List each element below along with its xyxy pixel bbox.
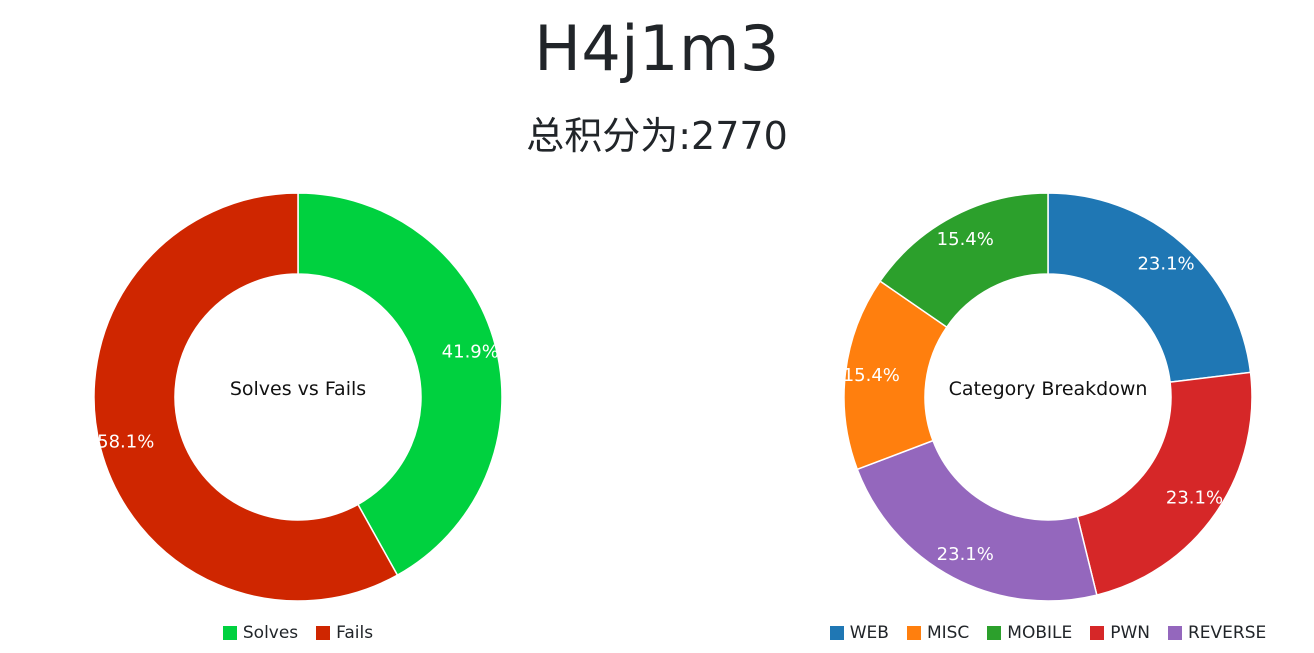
- slice-fails[interactable]: [93, 192, 399, 602]
- legend-item-reverse[interactable]: REVERSE: [1168, 622, 1266, 644]
- legend-swatch-web: [829, 626, 844, 640]
- slice-label-solves: 41.9%: [442, 342, 499, 363]
- solves-vs-fails-donut: 41.9% 58.1% Solves vs Fails: [93, 192, 503, 602]
- legend-item-web[interactable]: WEB: [829, 622, 889, 644]
- category-breakdown-legend: WEB MISC MOBILE PWN REVERSE: [798, 622, 1298, 644]
- solves-vs-fails-chart: 41.9% 58.1% Solves vs Fails Solves Fails: [68, 185, 528, 653]
- total-score: 总积分为:2770: [526, 114, 788, 158]
- legend-label-misc: MISC: [926, 623, 970, 643]
- page-title: H4j1m3: [534, 12, 780, 85]
- legend-item-solves[interactable]: Solves: [222, 622, 299, 644]
- slice-label-reverse: 23.1%: [937, 544, 994, 565]
- slice-mobile[interactable]: [879, 192, 1049, 329]
- legend-label-reverse: REVERSE: [1188, 623, 1267, 643]
- slice-solves[interactable]: [297, 192, 503, 577]
- slice-label-mobile: 15.4%: [937, 229, 994, 250]
- center-label: Solves vs Fails: [230, 378, 366, 400]
- legend-swatch-solves: [222, 626, 237, 640]
- legend-label-mobile: MOBILE: [1007, 623, 1073, 643]
- legend-item-fails[interactable]: Fails: [316, 622, 373, 644]
- center-label: Category Breakdown: [949, 378, 1148, 400]
- legend-swatch-reverse: [1168, 626, 1182, 640]
- legend-label-pwn: PWN: [1110, 623, 1150, 643]
- solves-vs-fails-legend: Solves Fails: [68, 622, 528, 644]
- legend-label-solves: Solves: [242, 623, 299, 643]
- category-breakdown-chart: 23.1% 23.1% 23.1% 15.4% 15.4% Category Breakd…: [818, 185, 1278, 653]
- legend-label-fails: Fails: [336, 623, 374, 643]
- slice-web[interactable]: [1047, 192, 1252, 384]
- legend-item-mobile[interactable]: MOBILE: [987, 622, 1072, 644]
- slice-label-misc: 15.4%: [843, 365, 900, 386]
- legend-swatch-fails: [316, 626, 331, 640]
- legend-label-web: WEB: [849, 623, 889, 643]
- slice-label-fails: 58.1%: [97, 431, 154, 452]
- slice-reverse[interactable]: [856, 439, 1098, 602]
- legend-item-pwn[interactable]: PWN: [1090, 622, 1150, 644]
- legend-item-misc[interactable]: MISC: [906, 622, 970, 644]
- legend-swatch-pwn: [1090, 626, 1105, 640]
- legend-swatch-mobile: [987, 626, 1002, 640]
- category-breakdown-donut: 23.1% 23.1% 23.1% 15.4% 15.4% Category Breakd…: [843, 192, 1253, 602]
- slice-label-web: 23.1%: [1137, 253, 1194, 274]
- legend-swatch-misc: [906, 626, 921, 640]
- slice-label-pwn: 23.1%: [1166, 488, 1223, 509]
- slice-pwn[interactable]: [1076, 371, 1253, 596]
